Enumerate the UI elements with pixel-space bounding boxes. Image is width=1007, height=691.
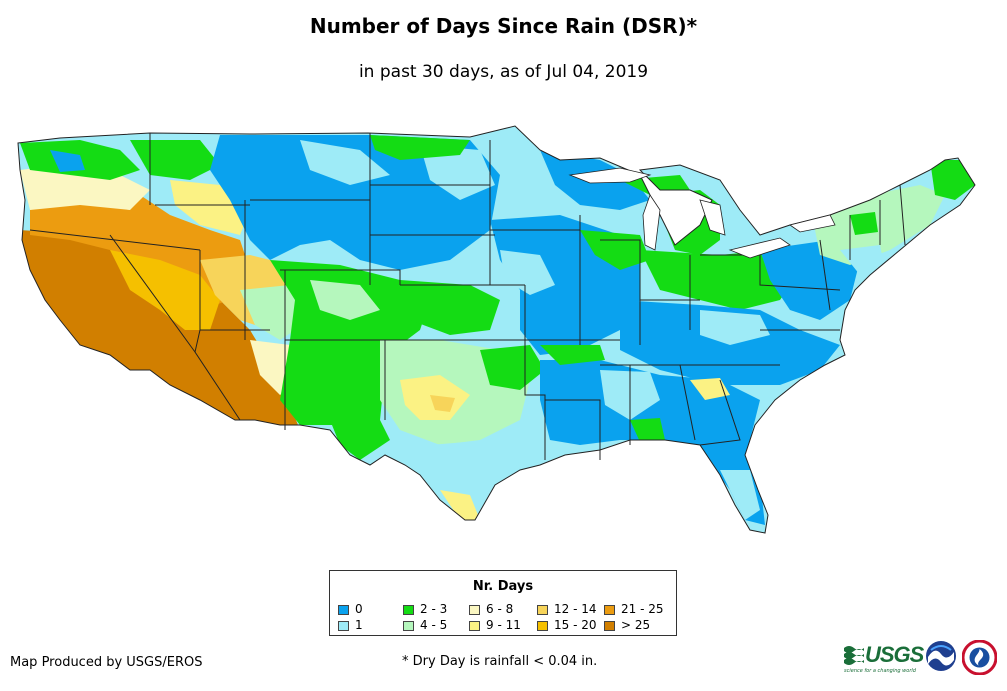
legend-swatch: [604, 620, 615, 631]
usgs-logo[interactable]: USGS science for a changing world: [843, 642, 924, 678]
legend-swatch: [469, 620, 480, 631]
legend-label: 21 - 25: [621, 602, 664, 616]
legend-swatch: [537, 620, 548, 631]
legend-item-1: 1: [338, 619, 363, 631]
legend-swatch: [604, 604, 615, 615]
legend-item-5: 9 - 11: [469, 619, 521, 631]
usgs-tagline: science for a changing world: [844, 668, 916, 674]
legend-item-2: 2 - 3: [403, 603, 447, 615]
legend-swatch: [403, 604, 414, 615]
state-borders: [17, 125, 976, 534]
legend-label: > 25: [621, 618, 651, 632]
map-subtitle: in past 30 days, as of Jul 04, 2019: [358, 62, 649, 82]
legend-label: 6 - 8: [486, 602, 514, 616]
dsr-raster: [18, 126, 975, 533]
legend-item-0: 0: [338, 603, 363, 615]
legend-item-3: 4 - 5: [403, 619, 447, 631]
legend: Nr. Days 0 1 2 - 3 4 - 5 6 - 8 9 - 11 12…: [329, 570, 677, 636]
map-title: Number of Days Since Rain (DSR)*: [309, 14, 698, 38]
map-credit: Map Produced by USGS/EROS: [10, 655, 203, 670]
legend-item-4: 6 - 8: [469, 603, 513, 615]
us-dsr-map: [17, 125, 976, 534]
legend-swatch: [338, 604, 349, 615]
legend-item-7: 15 - 20: [537, 619, 597, 631]
legend-label: 0: [355, 602, 363, 616]
usgs-wordmark: USGS: [865, 642, 924, 667]
legend-swatch: [537, 604, 548, 615]
nws-emblem-icon: [961, 639, 998, 676]
legend-item-8: 21 - 25: [604, 603, 664, 615]
great-lakes: [568, 167, 836, 259]
legend-item-9: > 25: [604, 619, 650, 631]
dry-day-footnote: * Dry Day is rainfall < 0.04 in.: [402, 654, 598, 669]
legend-swatch: [469, 604, 480, 615]
legend-swatch: [403, 620, 414, 631]
noaa-logo[interactable]: [925, 640, 957, 672]
noaa-emblem-icon: [926, 641, 956, 671]
legend-label: 12 - 14: [554, 602, 597, 616]
legend-label: 1: [355, 618, 363, 632]
legend-swatch: [338, 620, 349, 631]
legend-label: 15 - 20: [554, 618, 597, 632]
legend-label: 9 - 11: [486, 618, 521, 632]
usgs-wave-icon: [844, 646, 864, 665]
legend-title: Nr. Days: [472, 579, 534, 594]
legend-label: 2 - 3: [420, 602, 448, 616]
legend-label: 4 - 5: [420, 618, 448, 632]
nws-logo[interactable]: [961, 639, 998, 676]
legend-item-6: 12 - 14: [537, 603, 597, 615]
